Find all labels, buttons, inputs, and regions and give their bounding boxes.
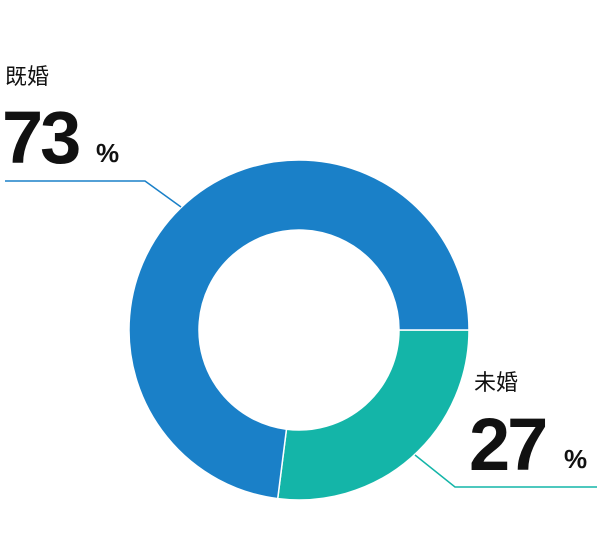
value-label: 27 — [469, 403, 545, 486]
unit-label: % — [564, 444, 587, 474]
leader-line — [414, 454, 597, 488]
donut-slice — [128, 159, 470, 500]
unit-label: % — [96, 138, 119, 168]
donut-slice — [276, 329, 470, 501]
category-label: 未婚 — [474, 371, 518, 396]
donut — [128, 159, 470, 501]
value-label: 73 — [2, 96, 79, 179]
category-label: 既婚 — [5, 65, 49, 90]
leader-line — [5, 180, 182, 208]
